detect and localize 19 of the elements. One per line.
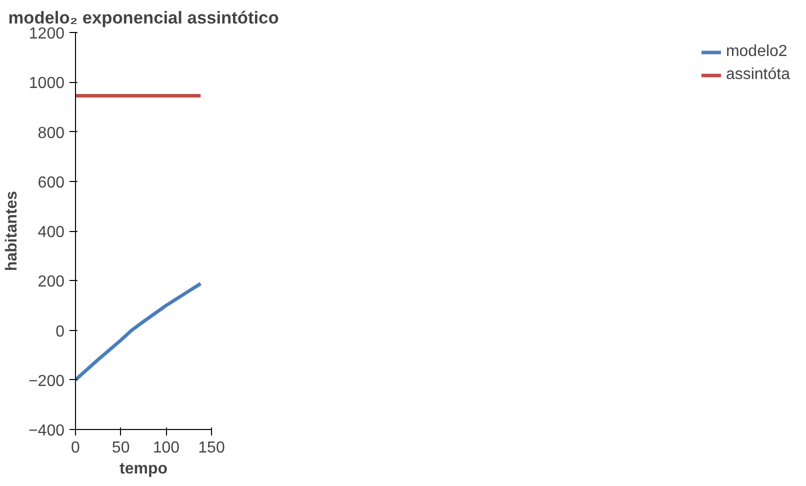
- chart-title: modelo₂ exponencial assintótico: [8, 8, 279, 28]
- y-tick-label: −200: [28, 372, 65, 390]
- y-axis-title: habitantes: [3, 190, 20, 272]
- x-axis-title: tempo: [120, 460, 168, 478]
- y-tick-label: 200: [38, 274, 65, 291]
- y-tick-label: 0: [56, 323, 65, 340]
- y-tick-label: 400: [38, 224, 65, 241]
- x-tick-label: 50: [112, 440, 130, 456]
- y-tick-label: 1200: [28, 26, 65, 42]
- line-series: [76, 282, 202, 382]
- legend-label: modelo2: [726, 43, 788, 61]
- y-tick-label: 1000: [28, 75, 65, 92]
- x-tick-label: 100: [152, 440, 180, 456]
- x-tick-label: 150: [198, 440, 225, 456]
- y-tick-label: 600: [38, 174, 65, 192]
- x-tick-label: 0: [71, 440, 80, 456]
- legend-label: assintóta: [726, 66, 790, 84]
- y-tick-label: −400: [28, 422, 65, 440]
- y-tick-label: 800: [38, 124, 65, 142]
